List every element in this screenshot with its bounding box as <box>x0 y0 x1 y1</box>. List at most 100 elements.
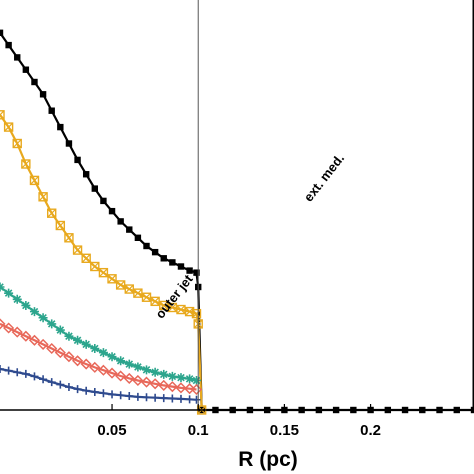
series-3-point <box>184 383 196 395</box>
series-4-point <box>151 393 160 402</box>
series-3-point <box>0 318 6 330</box>
series-1-point-box <box>21 159 31 169</box>
series-3-point <box>106 367 118 379</box>
series-1-point-box <box>55 220 66 231</box>
series-1-point-cross <box>150 296 160 306</box>
series-1-point <box>98 267 109 278</box>
series-0-point <box>177 263 185 270</box>
series-4-point <box>133 392 142 401</box>
series-2-point <box>107 352 117 362</box>
series-0-point <box>126 226 133 233</box>
region-label: ext. med. <box>301 151 348 205</box>
tick-layer: 0.05 0.1 0.15 0.2 <box>97 404 381 439</box>
series-1-point-cross <box>98 268 108 278</box>
series-4-point <box>21 369 30 378</box>
series-3-point <box>80 358 92 370</box>
series-2-point <box>55 325 65 335</box>
series-1-point-box <box>64 233 74 243</box>
series-4-point <box>13 368 22 377</box>
region-label: outer jet <box>152 271 196 321</box>
series-1-point <box>12 138 22 149</box>
series-1-point <box>38 192 48 202</box>
series-1-point <box>115 280 126 290</box>
series-1-point-cross <box>90 262 100 271</box>
series-0-point <box>169 259 176 266</box>
series-2-point <box>73 335 83 345</box>
series-1-point-cross <box>55 221 65 230</box>
series-4-point <box>30 372 39 381</box>
series-2-point <box>133 362 143 372</box>
series-2-point <box>185 374 195 384</box>
series-0-point <box>117 218 124 225</box>
series-1-point-cross <box>30 175 39 185</box>
series-1-point <box>81 253 91 264</box>
series-1-point-box <box>47 208 57 218</box>
series-4-point <box>99 389 108 398</box>
series-0-point <box>31 78 38 86</box>
series-2-point <box>81 339 91 349</box>
series-1-point-box <box>98 267 109 278</box>
series-layer <box>0 29 474 415</box>
series-4-point <box>176 394 185 403</box>
series-3-point <box>72 355 84 367</box>
series-1-point-cross <box>21 159 31 169</box>
x-axis-title: R (pc) <box>238 448 298 471</box>
series-0-point <box>134 234 142 241</box>
series-3-line <box>0 322 197 391</box>
series-1-point-box <box>191 308 202 319</box>
series-0-point <box>57 123 64 131</box>
series-2-point <box>64 331 74 341</box>
series-0-point <box>5 41 12 49</box>
series-1-point <box>72 245 83 255</box>
series-1-point-cross <box>133 288 143 298</box>
series-4-point <box>0 365 4 373</box>
series-1-point-box <box>38 192 48 202</box>
series-2-point <box>191 375 201 385</box>
series-0-point <box>74 156 81 164</box>
series-1-point <box>64 233 74 243</box>
series-2-point <box>98 348 108 358</box>
series-3-point <box>89 361 101 373</box>
series-2-point <box>90 344 100 353</box>
series-2-point <box>116 356 126 366</box>
series-1-point <box>191 308 202 319</box>
series-3-point <box>28 334 41 346</box>
series-1-point-cross <box>107 274 117 284</box>
series-3-point <box>54 347 66 359</box>
series-1-point <box>47 208 57 218</box>
series-0-point <box>48 107 55 114</box>
series-3-point <box>97 364 109 376</box>
series-1-point-cross <box>167 303 177 312</box>
series-2-point <box>142 365 152 375</box>
series-2-point <box>21 300 31 310</box>
series-3-point <box>115 370 127 382</box>
series-3-point <box>123 372 135 384</box>
series-1-point <box>133 288 143 298</box>
series-0-point <box>160 255 167 262</box>
series-4-point <box>4 366 13 375</box>
series-4-point <box>125 392 134 401</box>
series-4-point <box>56 380 65 389</box>
series-3-point <box>158 379 170 391</box>
series-4-point <box>159 394 168 403</box>
series-1-point-box <box>72 245 83 255</box>
series-1-point-cross <box>0 110 5 120</box>
series-1-point-box <box>81 253 91 264</box>
series-1-point-cross <box>64 233 74 243</box>
series-1-point-box <box>12 138 22 149</box>
series-2-point <box>12 294 22 304</box>
series-0-point <box>82 171 90 178</box>
series-2-point <box>150 367 160 377</box>
series-1-point <box>55 220 66 231</box>
series-3-point <box>11 326 23 338</box>
series-1-point-cross <box>192 309 201 319</box>
series-0-point <box>193 269 200 276</box>
annotation-layer: outer jet ext. med. <box>152 151 347 322</box>
series-2-point <box>29 307 39 317</box>
series-2-point <box>38 313 48 323</box>
series-1-point <box>21 159 31 169</box>
series-1-point-cross <box>81 253 91 263</box>
series-0-point <box>143 242 150 250</box>
series-1-point-box <box>90 261 100 272</box>
